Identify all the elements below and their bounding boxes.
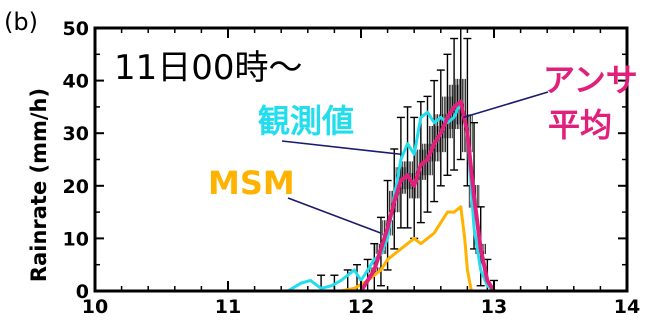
x-ticks: 10 11 12 13 14: [82, 28, 640, 318]
series-line-ensemble-mean: [359, 99, 496, 293]
series-line-msm: [340, 205, 473, 293]
x-tick-label: 13: [481, 296, 507, 318]
x-tick-label: 14: [614, 296, 640, 318]
y-tick-label: 30: [63, 123, 89, 145]
plot-frame: [93, 26, 629, 293]
pointer-ensemble: [463, 91, 549, 119]
y-axis-label: Rainrate (mm/h): [27, 88, 51, 282]
x-tick-label: 12: [348, 296, 374, 318]
panel-label: (b): [4, 8, 38, 36]
y-tick-label: 20: [63, 176, 89, 198]
annotation-ensemble-line2: 平均: [548, 106, 612, 144]
pointer-msm: [287, 197, 382, 234]
y-tick-label: 0: [76, 281, 89, 303]
annotation-observed: 観測値: [258, 102, 354, 140]
chart-title: 11日00時〜: [114, 48, 303, 88]
x-tick-label: 10: [82, 296, 108, 318]
y-tick-label: 10: [63, 228, 89, 250]
annotation-ensemble-line1: アンサ: [543, 61, 638, 99]
series-layer: [287, 99, 496, 293]
y-tick-label: 40: [63, 71, 89, 93]
pointer-observed: [281, 140, 401, 156]
annotation-msm: MSM: [208, 164, 295, 202]
annotation-pointers: [281, 91, 549, 234]
x-tick-label: 11: [215, 296, 241, 318]
y-tick-label: 50: [63, 18, 89, 40]
